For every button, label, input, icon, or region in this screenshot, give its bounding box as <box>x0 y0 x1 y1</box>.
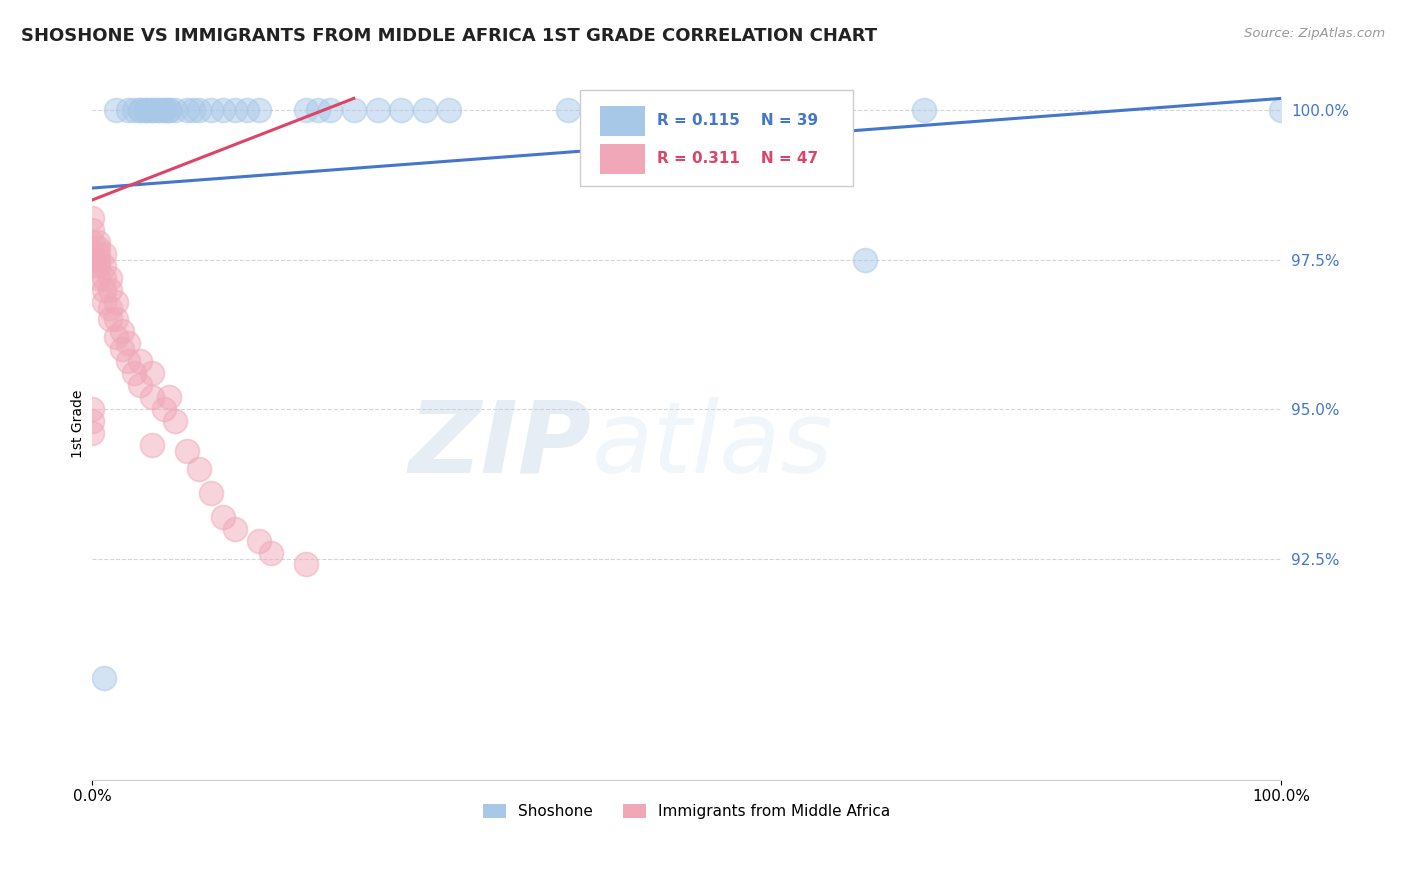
Point <box>87 235 110 249</box>
Point <box>122 366 145 380</box>
Point <box>87 246 110 260</box>
Text: ZIP: ZIP <box>409 397 592 494</box>
Point <box>141 103 163 118</box>
Point <box>224 103 246 118</box>
Legend: Shoshone, Immigrants from Middle Africa: Shoshone, Immigrants from Middle Africa <box>477 798 897 825</box>
Point <box>176 444 198 458</box>
Point <box>176 103 198 118</box>
Point <box>82 252 104 267</box>
Point <box>104 330 127 344</box>
Point <box>181 103 204 118</box>
Point <box>87 270 110 285</box>
Point <box>1270 103 1292 118</box>
Point <box>82 211 104 225</box>
FancyBboxPatch shape <box>579 90 853 186</box>
Point <box>104 103 127 118</box>
Point <box>912 103 935 118</box>
Point <box>247 103 270 118</box>
Point <box>557 103 579 118</box>
Point <box>93 294 115 309</box>
Point <box>141 390 163 404</box>
Text: Source: ZipAtlas.com: Source: ZipAtlas.com <box>1244 27 1385 40</box>
Point <box>98 312 121 326</box>
Point <box>307 103 329 118</box>
Point <box>367 103 389 118</box>
Text: R = 0.115    N = 39: R = 0.115 N = 39 <box>657 113 818 128</box>
Point <box>224 522 246 536</box>
Point <box>93 259 115 273</box>
Point <box>212 103 235 118</box>
Point <box>87 252 110 267</box>
Point <box>87 241 110 255</box>
Text: SHOSHONE VS IMMIGRANTS FROM MIDDLE AFRICA 1ST GRADE CORRELATION CHART: SHOSHONE VS IMMIGRANTS FROM MIDDLE AFRIC… <box>21 27 877 45</box>
Point <box>117 354 139 368</box>
Point <box>235 103 257 118</box>
Text: R = 0.311    N = 47: R = 0.311 N = 47 <box>657 152 818 166</box>
Point <box>437 103 460 118</box>
Point <box>188 462 211 476</box>
Point <box>128 103 150 118</box>
Point <box>82 235 104 249</box>
Point <box>93 246 115 260</box>
Point <box>122 103 145 118</box>
Point <box>141 438 163 452</box>
Point <box>87 259 110 273</box>
Point <box>165 414 187 428</box>
Point <box>93 270 115 285</box>
Point <box>165 103 187 118</box>
Point <box>188 103 211 118</box>
Point <box>295 103 318 118</box>
Point <box>675 103 697 118</box>
Point <box>343 103 366 118</box>
Point <box>146 103 169 118</box>
Point <box>247 533 270 548</box>
Point <box>93 283 115 297</box>
Point <box>117 103 139 118</box>
Bar <box>600 106 645 136</box>
Bar <box>600 144 645 174</box>
Point <box>82 414 104 428</box>
Point <box>82 252 104 267</box>
Point <box>152 402 174 417</box>
Point <box>93 671 115 685</box>
Point <box>111 343 134 357</box>
Point <box>159 103 181 118</box>
Point <box>141 366 163 380</box>
Point <box>82 425 104 440</box>
Point <box>152 103 174 118</box>
Point <box>200 485 222 500</box>
Point <box>853 252 876 267</box>
Point <box>389 103 412 118</box>
Point <box>146 103 169 118</box>
Point <box>117 336 139 351</box>
Point <box>159 103 181 118</box>
Point <box>319 103 342 118</box>
Point <box>98 270 121 285</box>
Point <box>295 558 318 572</box>
Point <box>128 378 150 392</box>
Point <box>259 545 281 559</box>
Point <box>98 283 121 297</box>
Text: atlas: atlas <box>592 397 834 494</box>
Point <box>159 390 181 404</box>
Y-axis label: 1st Grade: 1st Grade <box>72 390 86 458</box>
Point <box>413 103 436 118</box>
Point <box>135 103 157 118</box>
Point <box>152 103 174 118</box>
Point <box>104 294 127 309</box>
Point <box>111 325 134 339</box>
Point <box>141 103 163 118</box>
Point <box>200 103 222 118</box>
Point <box>212 509 235 524</box>
Point <box>135 103 157 118</box>
Point <box>128 103 150 118</box>
Point <box>98 301 121 315</box>
Point <box>82 402 104 417</box>
Point <box>104 312 127 326</box>
Point <box>128 354 150 368</box>
Point <box>82 223 104 237</box>
Point <box>581 103 603 118</box>
